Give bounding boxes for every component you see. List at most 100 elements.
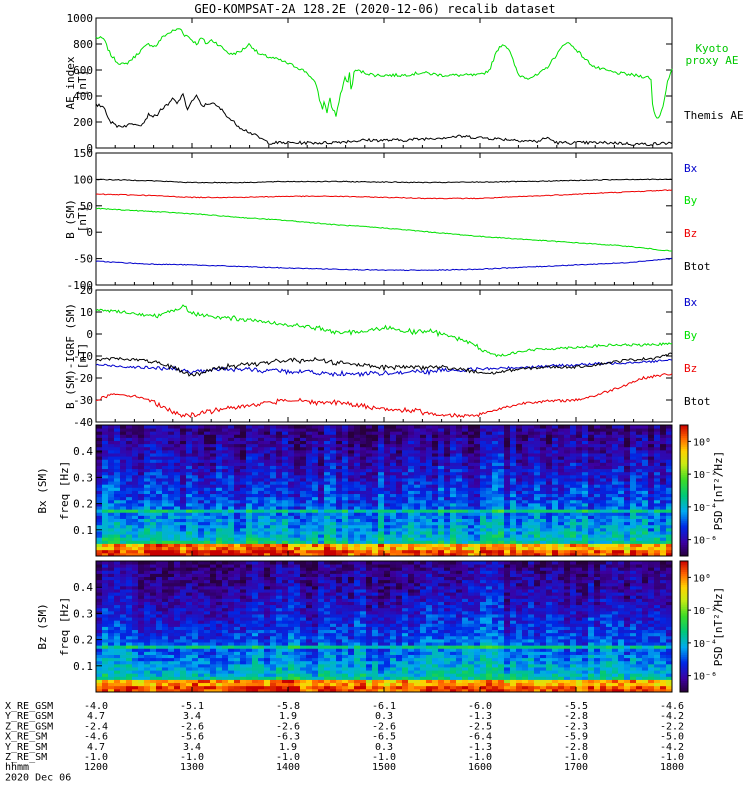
bx-spec-cell [426,484,433,488]
bx-spec-cell [228,543,235,548]
bz-spec-cell [114,685,121,690]
bx-spec-cell [204,471,211,476]
bz-spec-cell [96,679,103,684]
bx-spec-cell [108,474,115,479]
bx-spec-cell [378,456,385,460]
bx-spec-cell [648,434,655,438]
bz-spec-cell [180,573,187,577]
bx-spec-cell [246,474,253,479]
bx-spec-cell [132,456,139,460]
bx-spec-cell [156,425,163,429]
bx-spec-cell [348,456,355,460]
bz-spec-cell [138,679,145,684]
bx-spec-cell [546,481,553,485]
bx-spec-cell [258,453,265,457]
bx-spec-cell [450,465,457,470]
bx-spec-cell [420,490,427,495]
bx-spec-cell [360,434,367,438]
bx-spec-colorbar-cell [680,507,688,511]
bx-spec-cell [276,499,283,504]
bx-spec-cell [252,484,259,488]
bx-spec-cell [138,474,145,479]
bz-spec-cell [186,579,193,584]
bx-spec-cell [276,434,283,438]
bx-spec-cell [210,434,217,438]
bx-spec-cell [354,552,361,557]
bx-spec-cell [288,446,295,451]
bx-spec-cell [246,540,253,544]
bz-spec-cell [108,679,115,684]
bx-spec-cell [570,496,577,501]
bx-spec-cell [354,446,361,451]
bz-spec-cell [162,679,169,684]
bx-spec-cell [462,534,469,538]
bx-spec-cell [192,490,199,495]
bx-spec-cell [222,434,229,438]
bx-spec-cell [420,531,427,535]
bx-spec-cell [162,431,169,435]
bx-spec-cell [402,478,409,482]
bx-spec-cell [264,462,271,466]
bx-spec-cell [444,468,451,473]
bx-spec-cell [570,518,577,523]
bx-spec-cell [114,431,121,435]
bx-spec-cell [216,506,223,510]
bx-spec-cell [450,527,457,532]
bx-spec-cell [156,540,163,544]
bx-spec-cell [606,543,613,548]
bz-spec-cell [108,561,115,565]
bx-spec-cell [264,546,271,551]
bx-spec-cell [372,490,379,495]
bx-spec-cell [138,487,145,491]
bx-spec-cell [522,546,529,551]
bx-spec-cell [240,537,247,541]
chart-title: GEO-KOMPSAT-2A 128.2E (2020-12-06) recal… [194,2,555,16]
bx-spec-cell [96,543,103,548]
bz-spec-cell [96,570,103,574]
bx-spec-cell [216,496,223,501]
bx-spec-cell [180,509,187,513]
bx-spec-cell [324,512,331,516]
bx-spec-cell [402,449,409,454]
bx-spec-cell [138,521,145,526]
bx-spec-cell [648,521,655,526]
bx-spec-cell [396,524,403,529]
ae-y-tick-label: 400 [73,90,93,103]
bx-spec-cell [102,425,109,429]
bz-spec-cell [114,648,121,652]
bx-spec-cell [360,465,367,470]
bx-spec-cell [264,552,271,557]
bz-spec-cell [102,607,109,612]
bx-spec-cell [294,465,301,470]
bx-spec-cell [198,449,205,454]
bx-spec-cell [336,490,343,495]
bx-spec-cell [666,537,673,541]
bz-spec-cell [150,682,157,687]
bx-spec-cell [150,437,157,441]
bx-spec-cell [522,443,529,448]
bx-spec-cell [564,490,571,495]
bx-spec-cell [282,437,289,441]
bx-spec-cell [522,471,529,476]
bz-spec-cell [162,589,169,593]
bx-spec-cell [264,549,271,554]
bz-spec-cell [180,642,187,646]
bz-spec-cell [144,642,151,646]
bx-spec-cell [348,446,355,451]
bx-spec-cell [246,487,253,491]
bz-spec-cell [138,688,145,693]
bx-spec-cell [258,462,265,466]
bx-spec-cell [312,537,319,541]
bx-spec-cell [120,431,127,435]
bx-spec-cell [360,543,367,548]
bx-spec-cell [612,552,619,557]
bz-spec-cell [168,598,175,602]
bx-spec-cell [240,502,247,507]
bx-spec-cell [486,465,493,470]
bx-spec-cell [474,506,481,510]
bx-spec-cell [126,456,133,460]
bz-spec-cell [126,626,133,631]
bx-spec-cell [324,527,331,532]
bx-spec-cell [234,502,241,507]
